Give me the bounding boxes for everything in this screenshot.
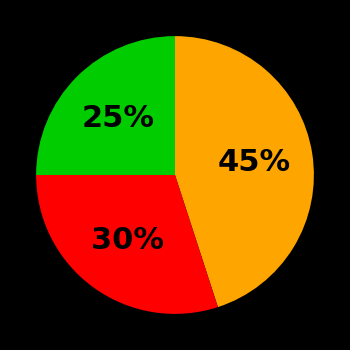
Wedge shape	[36, 175, 218, 314]
Wedge shape	[175, 36, 314, 307]
Text: 25%: 25%	[82, 104, 155, 133]
Wedge shape	[36, 36, 175, 175]
Text: 45%: 45%	[218, 148, 291, 177]
Text: 30%: 30%	[91, 226, 164, 255]
